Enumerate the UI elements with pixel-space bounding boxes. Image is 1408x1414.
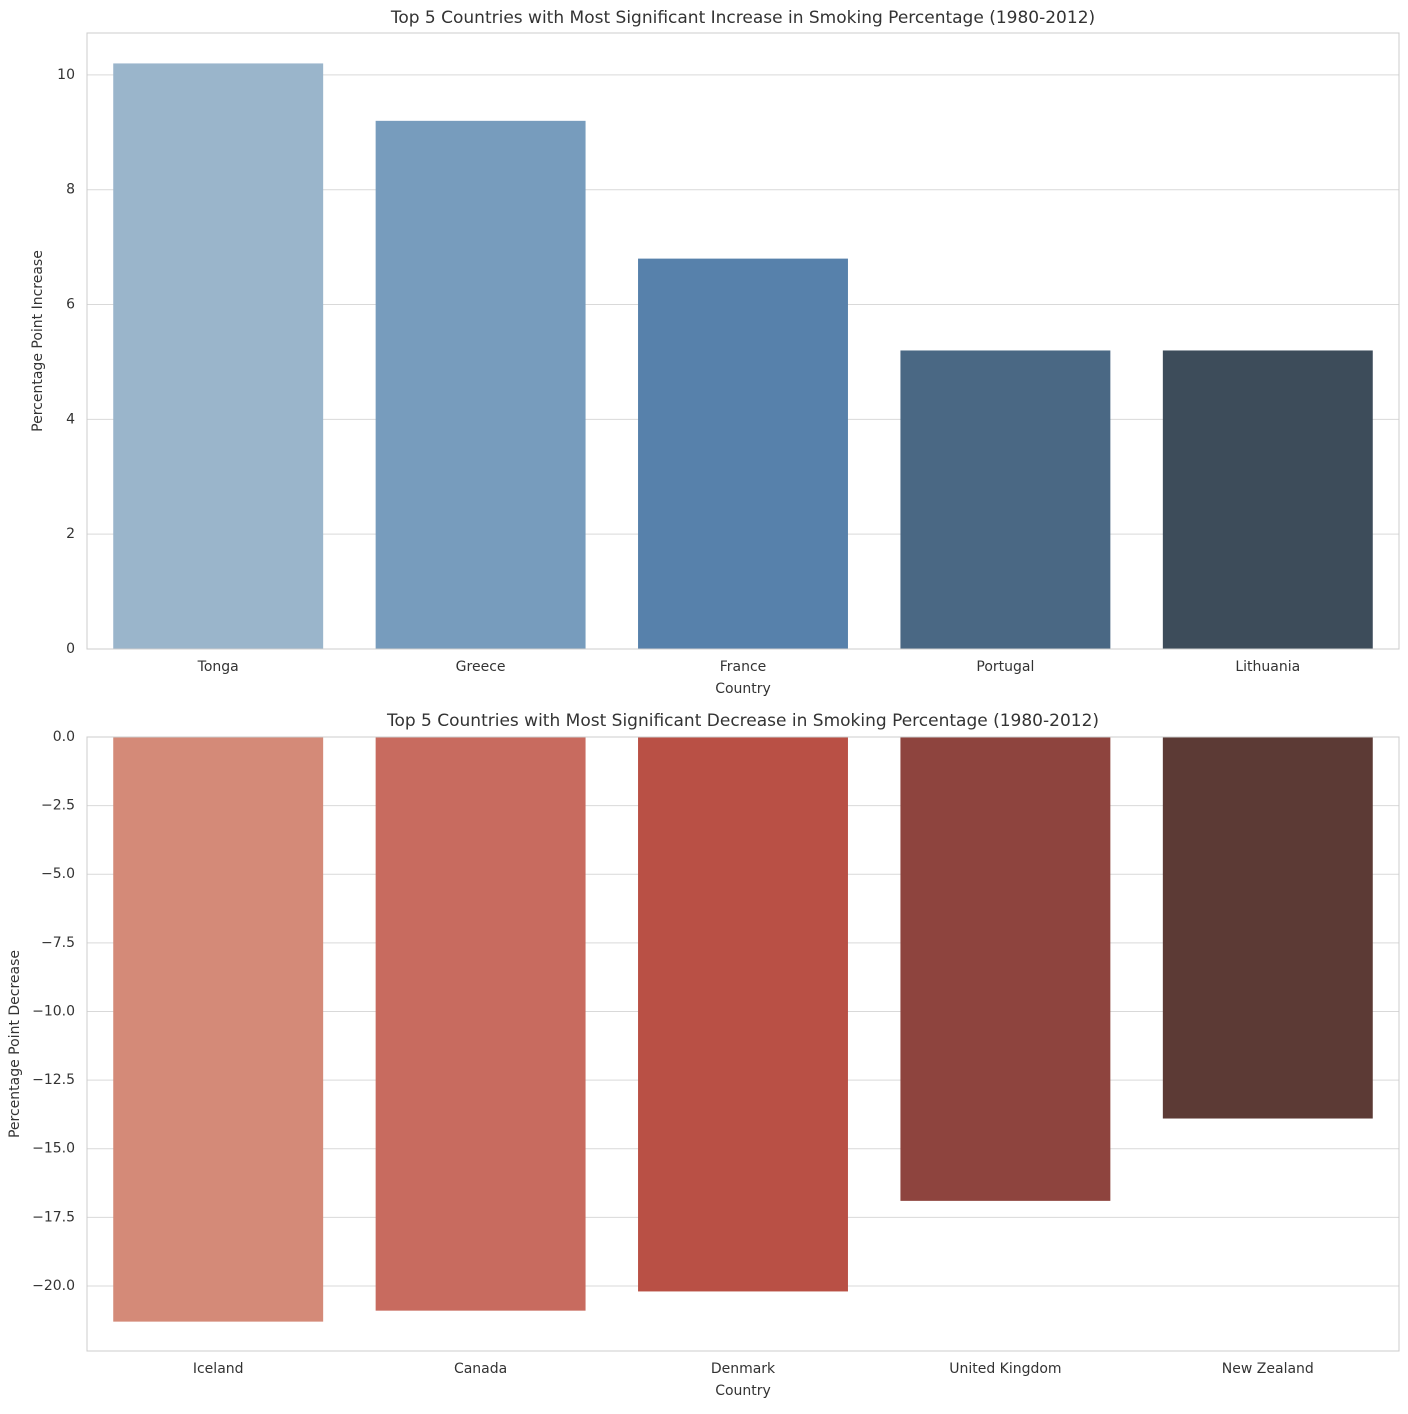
bar xyxy=(638,737,848,1292)
y-axis-label: Percentage Point Increase xyxy=(30,250,46,432)
x-tick-label: Greece xyxy=(456,659,506,675)
bar xyxy=(113,63,324,650)
x-axis-label: Country xyxy=(715,681,771,697)
bar xyxy=(638,258,848,649)
x-tick-label: Tonga xyxy=(197,659,239,675)
x-axis-label: Country xyxy=(715,1383,771,1399)
x-tick-label: Portugal xyxy=(976,659,1034,675)
y-tick-label: −20.0 xyxy=(32,1278,75,1294)
y-tick-label: 6 xyxy=(66,297,75,313)
y-axis-label: Percentage Point Decrease xyxy=(7,950,23,1138)
y-tick-label: −5.0 xyxy=(41,866,75,882)
chart-title: Top 5 Countries with Most Significant In… xyxy=(390,8,1095,28)
y-tick-label: −17.5 xyxy=(32,1209,75,1225)
bar xyxy=(900,737,1111,1201)
x-tick-label: Denmark xyxy=(711,1361,776,1377)
x-tick-label: Iceland xyxy=(193,1361,244,1377)
y-tick-label: 2 xyxy=(66,526,75,542)
y-tick-label: 10 xyxy=(57,67,75,83)
bar xyxy=(1162,737,1373,1119)
x-tick-label: France xyxy=(720,659,767,675)
y-tick-label: 0.0 xyxy=(53,729,75,745)
bar xyxy=(113,737,324,1322)
y-tick-label: 0 xyxy=(66,641,75,657)
x-tick-label: Lithuania xyxy=(1235,659,1300,675)
y-tick-label: −15.0 xyxy=(32,1141,75,1157)
plot-frame xyxy=(86,32,1400,650)
y-tick-label: 8 xyxy=(66,182,75,198)
bar xyxy=(900,350,1111,649)
y-tick-label: −7.5 xyxy=(41,935,75,951)
bar xyxy=(1162,350,1373,649)
x-tick-label: United Kingdom xyxy=(949,1361,1061,1377)
x-tick-label: Canada xyxy=(454,1361,507,1377)
y-tick-label: −12.5 xyxy=(32,1072,75,1088)
bar xyxy=(375,120,586,649)
y-tick-label: −10.0 xyxy=(32,1003,75,1019)
bar xyxy=(375,737,586,1311)
chart-title: Top 5 Countries with Most Significant De… xyxy=(386,711,1099,731)
y-tick-label: −2.5 xyxy=(41,798,75,814)
y-tick-label: 4 xyxy=(66,411,75,427)
plot-frame xyxy=(86,736,1400,1352)
x-tick-label: New Zealand xyxy=(1222,1361,1314,1377)
